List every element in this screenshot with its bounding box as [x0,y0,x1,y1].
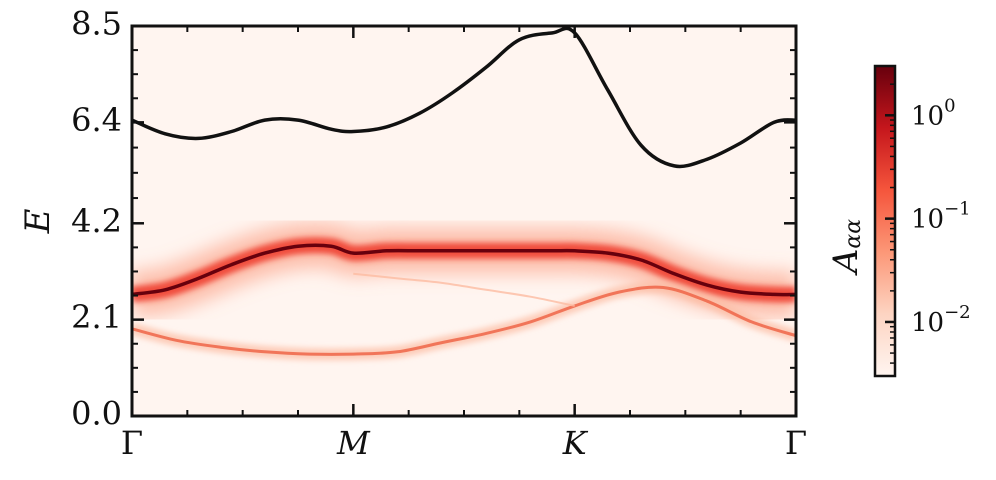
x-tick-label: Γ [785,424,807,462]
y-tick-label: 4.2 [71,202,122,240]
y-tick-label: 8.5 [71,5,122,43]
x-tick-label: K [562,424,589,462]
y-tick-label: 6.4 [71,101,122,139]
y-tick-label: 2.1 [71,298,122,336]
x-tick-label: Γ [121,424,143,462]
colorbar: 100 10−1 10−2 Aαα [826,64,971,378]
colorbar-tick-label: 10−2 [911,302,971,338]
colorbar-tick-label: 10−1 [911,199,971,235]
colorbar-gradient [873,64,897,378]
y-axis-label: E [18,208,58,234]
weak-spectral-band [132,285,796,356]
faint-spectral-band [353,272,575,307]
y-tick-label: 0.0 [71,395,122,433]
strong-spectral-band [132,243,796,297]
colorbar-tick-label: 100 [911,95,956,131]
x-tick-label: M [336,424,371,462]
colorbar-title: Aαα [826,219,866,276]
dispersion-line [132,26,796,169]
